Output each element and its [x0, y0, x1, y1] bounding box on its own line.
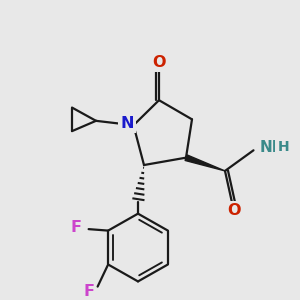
Text: F: F: [83, 284, 94, 299]
Text: N: N: [120, 116, 134, 131]
Text: NH: NH: [260, 140, 285, 155]
Text: O: O: [152, 55, 166, 70]
Text: O: O: [227, 203, 241, 218]
Text: F: F: [70, 220, 82, 235]
Text: H: H: [278, 140, 289, 154]
Polygon shape: [185, 155, 225, 171]
